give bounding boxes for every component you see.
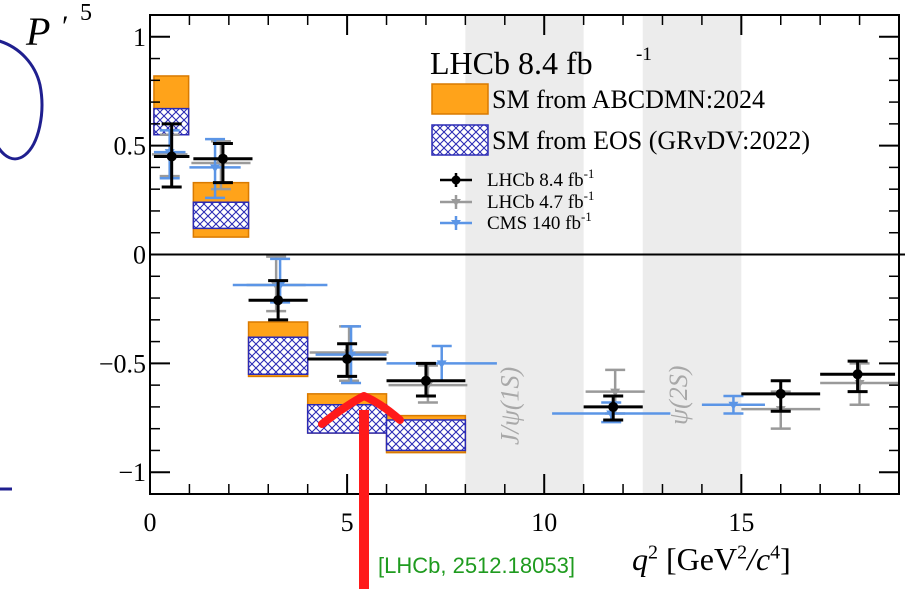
x-axis-label-c: /c [747,541,771,577]
x-axis-label-q: q [632,541,648,577]
legend-label-sup: -1 [581,209,592,224]
data-point [307,342,387,378]
legend-title-sup: -1 [636,44,652,65]
x-tick-label: 15 [728,508,754,537]
veto-label: ψ(2S) [664,366,693,425]
marker [775,388,786,399]
legend-label: LHCb 8.4 fb-1 [487,166,594,191]
veto-label: J/ψ(1S) [496,367,525,445]
sm-eos-box [192,201,250,230]
legend-swatch [431,83,489,115]
data-point [820,359,896,394]
legend-swatch [431,124,489,156]
citation-label: [LHCb, 2512.18053] [378,553,575,578]
x-axis-label-end: ] [780,541,791,577]
data-point [820,362,899,406]
x-tick-label: 0 [144,508,157,537]
data-point [386,361,466,398]
marker [728,401,739,410]
red-arrow-head [318,392,404,428]
marker [610,388,621,397]
legend-label-sup: -1 [584,166,595,181]
x-tick-label: 10 [531,508,557,537]
data-point [189,137,241,200]
marker [217,153,228,164]
legend-marker [451,175,461,185]
data-point [583,394,643,422]
marker [342,354,353,365]
y-axis-label-prime: ′ [62,10,69,43]
marker [166,151,177,162]
y-tick-label: 1 [133,23,146,52]
legend-label: SM from EOS (GRvDV:2022) [492,126,810,155]
x-axis-label: q2 [GeV2/c4] [632,541,791,577]
legend-label: LHCb 4.7 fb-1 [487,188,594,213]
x-tick-label: 5 [341,508,354,537]
slide-circle-fragment [0,39,44,161]
data-point [701,394,765,415]
legend-title: LHCb 8.4 fb [430,45,593,81]
y-tick-label: −1 [118,458,146,487]
marker [420,375,431,386]
sm-eos-box [247,336,309,375]
legend-label: CMS 140 fb-1 [487,209,592,234]
data-point [153,122,190,189]
legend-marker [451,199,461,206]
y-axis-label-sub: 5 [80,0,92,26]
data-point [248,279,308,322]
data-point [741,379,821,413]
marker [436,360,447,369]
sm-eos-box [385,419,467,452]
data-point [193,141,253,185]
legend-label: SM from ABCDMN:2024 [492,85,765,114]
legend-marker [451,220,461,227]
y-axis-label: P [26,9,51,54]
y-tick-label: −0.5 [99,349,146,378]
y-tick-label: 0.5 [114,132,147,161]
marker [273,295,284,306]
marker [210,164,221,173]
y-tick-label: 0 [133,241,146,270]
marker [608,401,619,412]
legend-label-sup: -1 [584,188,595,203]
marker [852,369,863,380]
data-point [315,325,387,385]
x-axis-label-unit: [GeV [658,541,738,577]
